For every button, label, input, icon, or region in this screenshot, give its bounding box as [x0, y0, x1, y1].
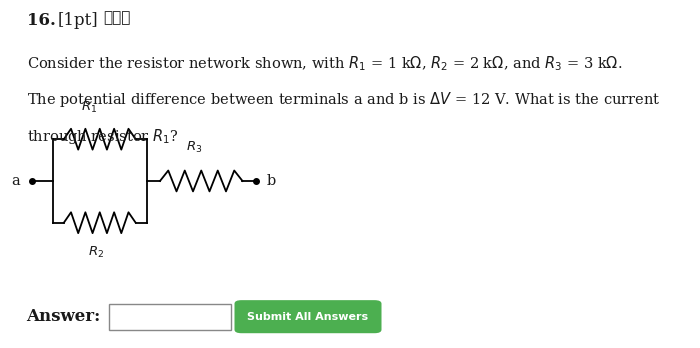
- Text: Answer:: Answer:: [27, 308, 101, 325]
- Text: $R_2$: $R_2$: [88, 245, 104, 260]
- Text: ★★★: ★★★: [104, 11, 131, 25]
- Text: The potential difference between terminals a and b is $\Delta V$ = 12 V. What is: The potential difference between termina…: [27, 90, 660, 110]
- Text: b: b: [266, 174, 276, 188]
- Text: 16.: 16.: [27, 12, 55, 29]
- Text: $R_3$: $R_3$: [186, 140, 202, 155]
- Text: through resistor $R_1$?: through resistor $R_1$?: [27, 127, 178, 146]
- Text: a: a: [12, 174, 20, 188]
- Text: [1pt]: [1pt]: [57, 12, 98, 29]
- Text: Submit All Answers: Submit All Answers: [247, 312, 369, 322]
- FancyBboxPatch shape: [108, 303, 231, 330]
- Text: $R_1$: $R_1$: [81, 100, 97, 115]
- Text: Consider the resistor network shown, with $R_1$ = 1 k$\Omega$, $R_2$ = 2 k$\Omeg: Consider the resistor network shown, wit…: [27, 54, 622, 73]
- FancyBboxPatch shape: [234, 300, 382, 333]
